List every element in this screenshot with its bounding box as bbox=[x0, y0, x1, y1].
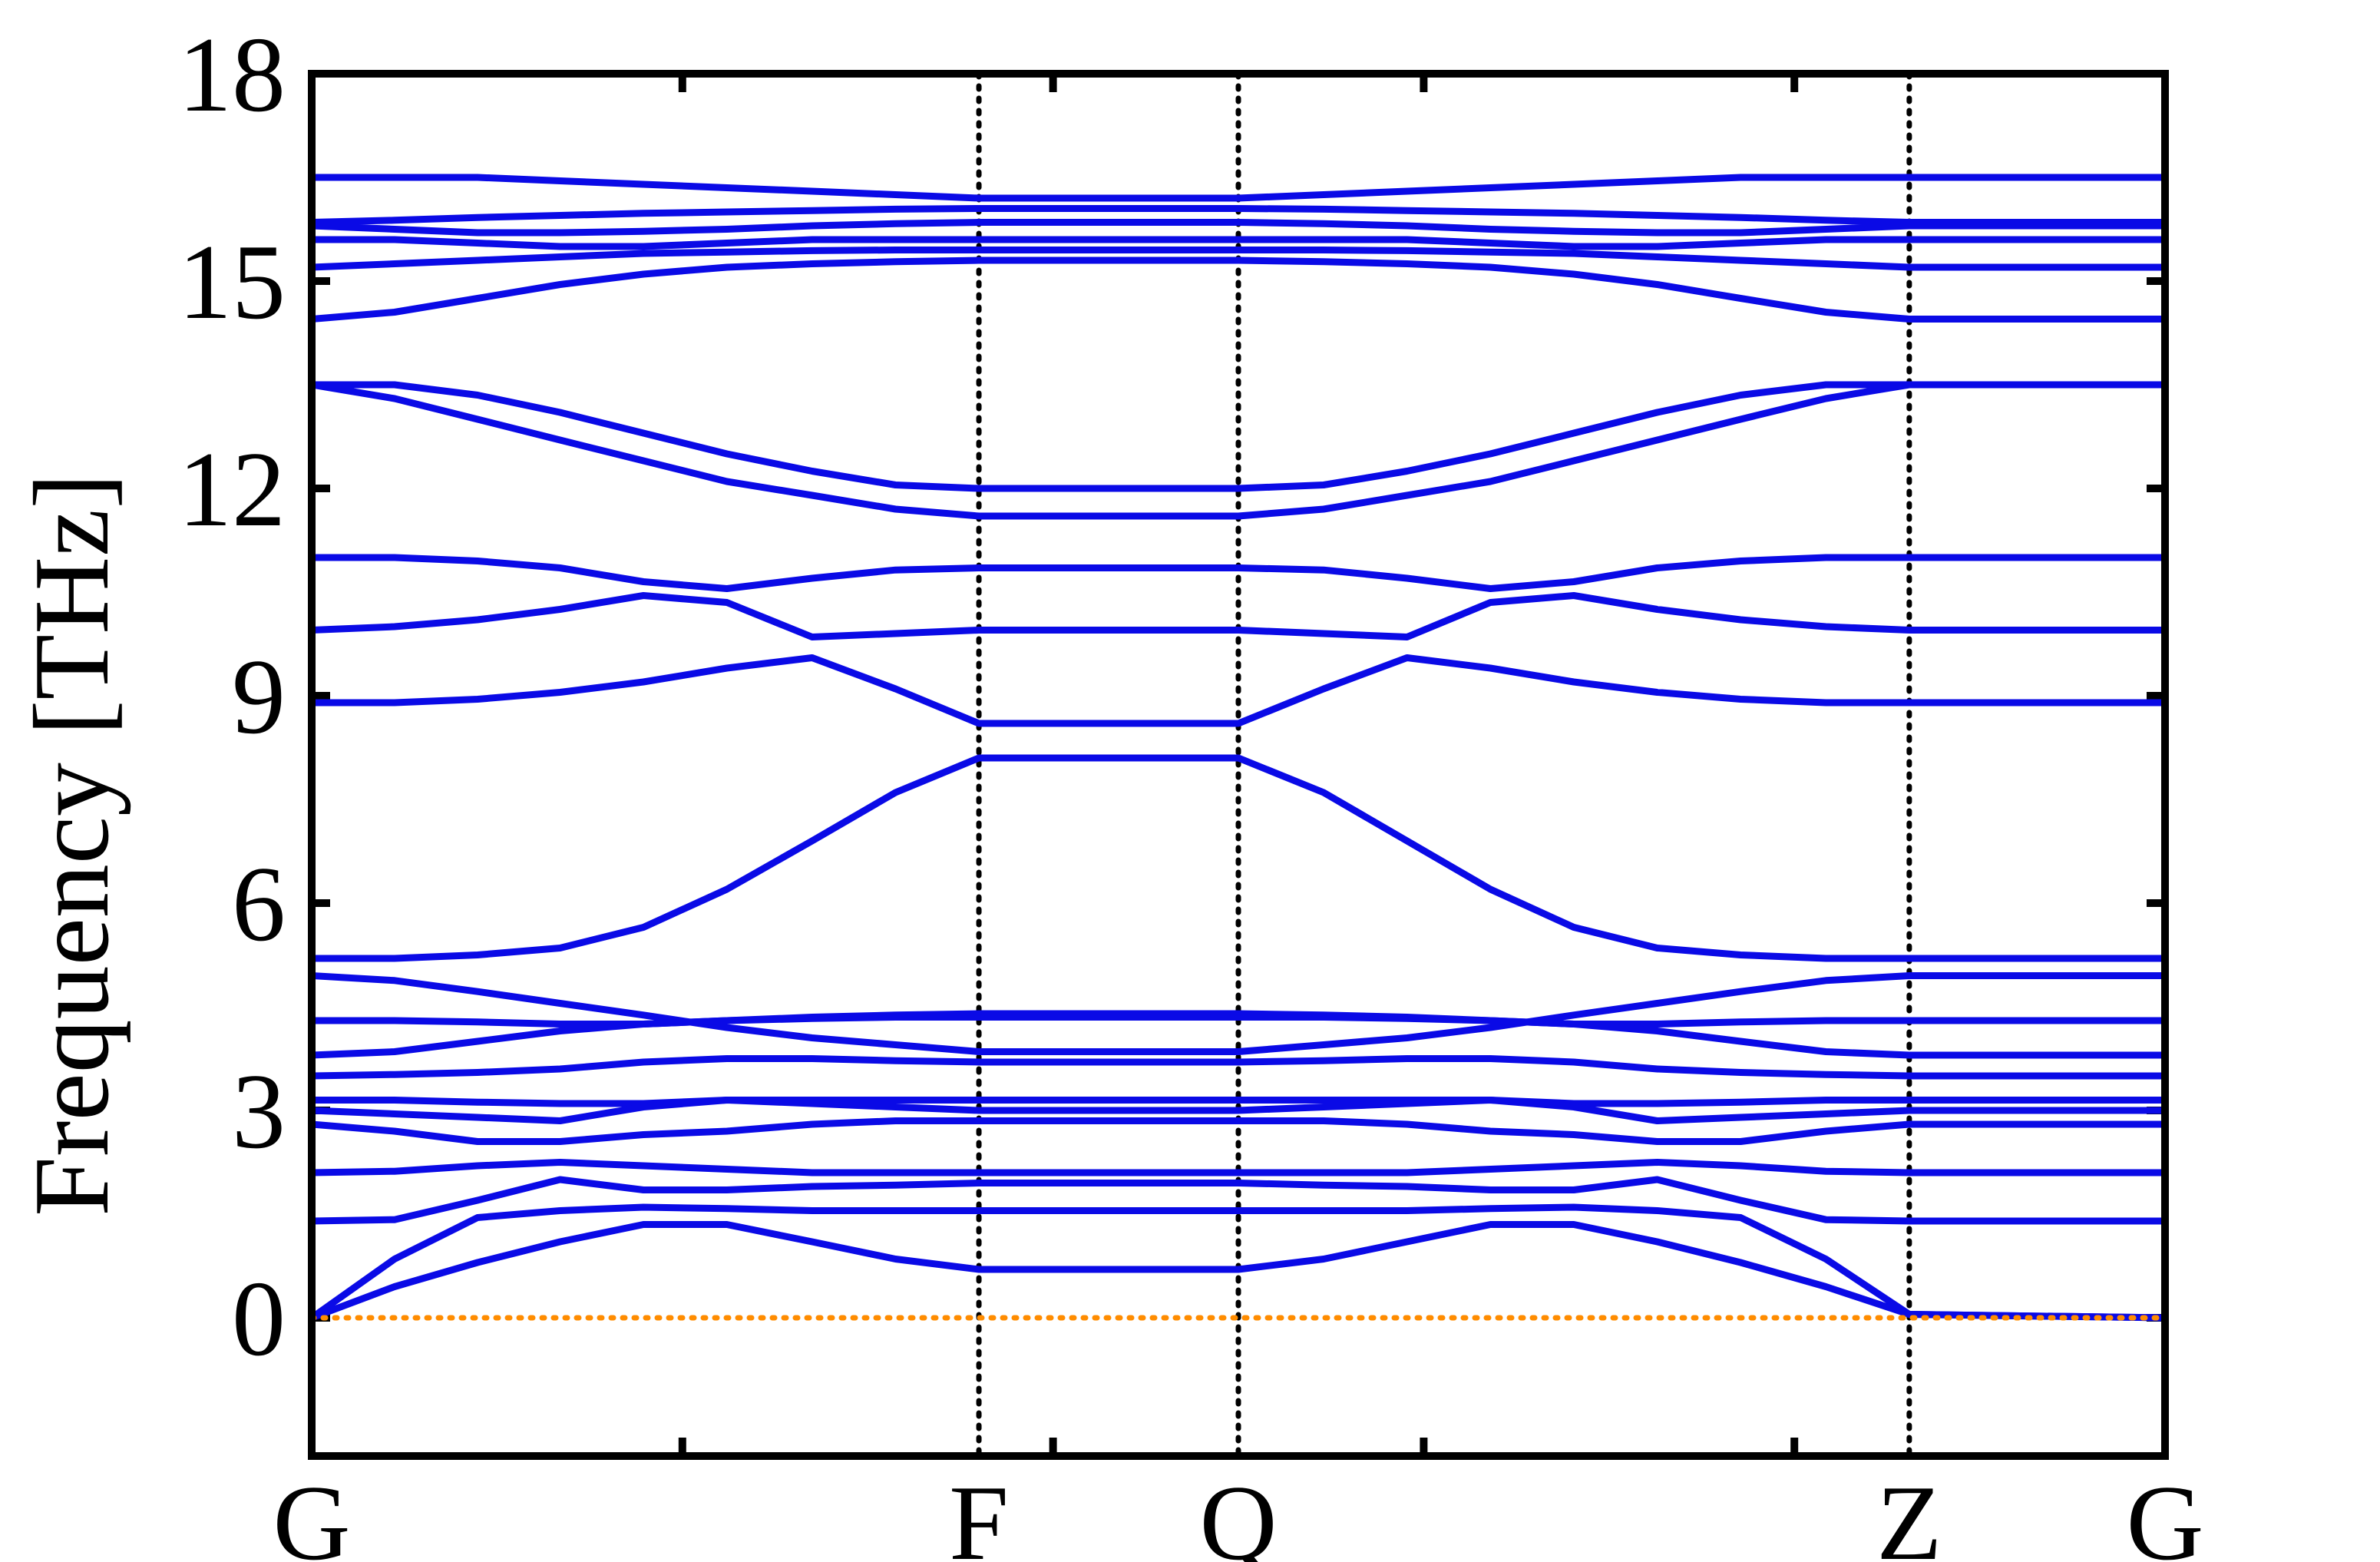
band-line bbox=[312, 256, 2165, 323]
band-line bbox=[312, 1055, 2165, 1080]
plot-frame bbox=[308, 70, 2169, 1460]
band-line bbox=[312, 554, 2165, 592]
band-line bbox=[312, 1203, 2165, 1322]
y-tick-label: 0 bbox=[232, 1259, 286, 1378]
y-tick-label: 6 bbox=[232, 845, 286, 964]
x-tick-label: G bbox=[2126, 1464, 2203, 1562]
band-line bbox=[312, 247, 2165, 271]
band-line bbox=[312, 205, 2165, 226]
y-axis-label: Frequency [THz] bbox=[12, 473, 131, 1216]
band-line bbox=[312, 1097, 2165, 1124]
band-line bbox=[312, 219, 2165, 237]
band-line bbox=[312, 1159, 2165, 1176]
band-line bbox=[312, 174, 2165, 202]
band-line bbox=[312, 1097, 2165, 1107]
band-line bbox=[312, 1221, 2165, 1322]
x-tick-label: G bbox=[273, 1464, 350, 1562]
band-line bbox=[312, 972, 2165, 1055]
band-line bbox=[312, 1176, 2165, 1225]
band-line bbox=[312, 236, 2165, 250]
y-tick-label: 15 bbox=[178, 223, 286, 342]
band-line bbox=[312, 1117, 2165, 1145]
band-line bbox=[312, 592, 2165, 640]
y-tick-label: 18 bbox=[178, 15, 286, 134]
band-line bbox=[312, 381, 2165, 492]
band-line bbox=[312, 754, 2165, 962]
band-line bbox=[312, 381, 2165, 520]
x-tick-label: F bbox=[949, 1464, 1009, 1562]
band-line bbox=[312, 1014, 2165, 1059]
y-tick-label: 3 bbox=[232, 1052, 286, 1171]
y-tick-label: 12 bbox=[178, 430, 286, 549]
y-tick-label: 9 bbox=[232, 637, 286, 756]
x-tick-label: Q bbox=[1199, 1464, 1277, 1562]
band-line bbox=[312, 654, 2165, 727]
x-tick-label: Z bbox=[1876, 1464, 1942, 1562]
plot-lines bbox=[312, 174, 2165, 1322]
